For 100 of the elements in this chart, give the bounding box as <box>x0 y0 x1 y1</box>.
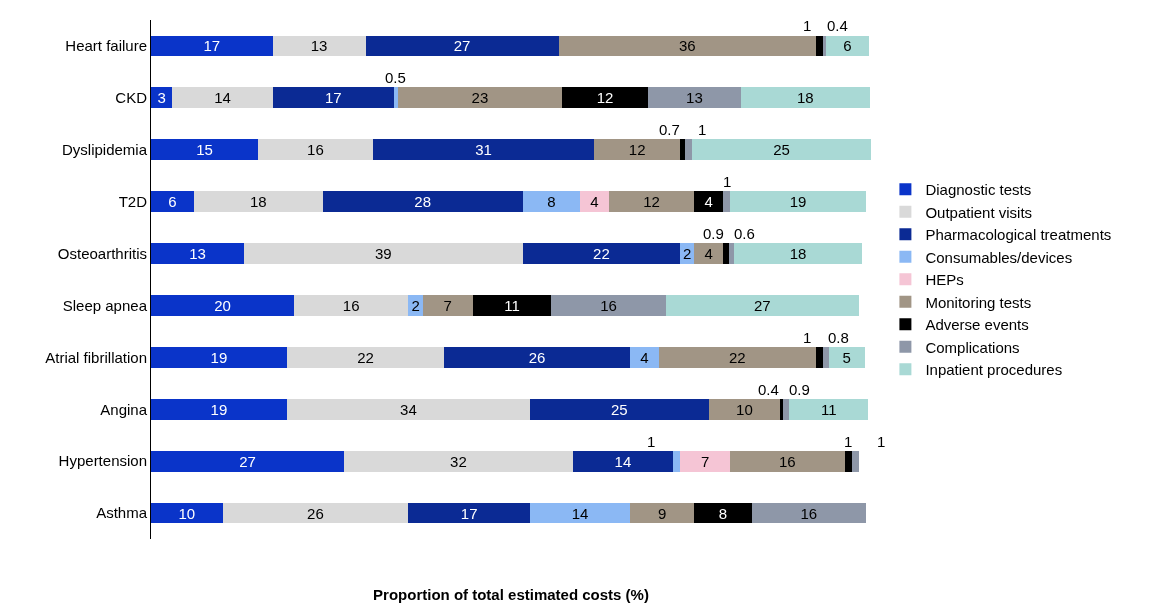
bar <box>733 243 863 264</box>
data-label: 19 <box>210 348 228 366</box>
bar <box>322 191 523 213</box>
data-label: 18 <box>796 89 814 107</box>
data-label: 11 <box>821 400 837 418</box>
bar <box>740 87 870 109</box>
bar <box>522 243 681 264</box>
data-label: 12 <box>628 141 646 159</box>
data-label: 28 <box>414 193 432 211</box>
bar <box>397 87 563 109</box>
bar <box>672 450 681 472</box>
bar <box>780 398 784 420</box>
data-label: 6 <box>843 37 852 55</box>
data-label: 12 <box>643 193 660 211</box>
bar <box>694 191 723 213</box>
bar <box>694 502 752 524</box>
y-tick-label: Osteoarthritis <box>57 244 147 262</box>
bar <box>730 191 866 213</box>
legend-label: HEPs <box>925 271 964 289</box>
y-tick-label: Sleep apnea <box>62 296 148 314</box>
data-label: 3 <box>157 89 166 107</box>
bar <box>665 295 859 316</box>
y-tick-label: Angina <box>100 400 148 418</box>
bar <box>730 450 845 472</box>
bar <box>685 139 693 161</box>
data-label: 18 <box>789 245 807 263</box>
data-label: 16 <box>600 296 617 314</box>
bar <box>823 346 829 368</box>
data-label: 0.4 <box>827 17 848 34</box>
bar <box>751 502 866 524</box>
data-label: 10 <box>736 400 753 418</box>
bar <box>658 346 816 368</box>
data-label: 12 <box>596 89 614 107</box>
bar <box>151 35 273 57</box>
bar <box>580 191 609 213</box>
bar <box>594 139 681 161</box>
bar <box>825 35 869 57</box>
bar <box>422 295 473 316</box>
legend-label: Complications <box>925 338 1020 356</box>
data-label: 0.6 <box>734 225 755 242</box>
bar <box>286 398 530 420</box>
legend-label: Consumables/devices <box>925 248 1073 266</box>
bar <box>394 87 398 109</box>
data-label: 8 <box>718 504 728 522</box>
data-label: 1 <box>647 433 656 450</box>
bar <box>572 450 673 472</box>
data-label: 31 <box>475 141 492 159</box>
data-label: 19 <box>210 400 228 418</box>
bar <box>408 502 530 524</box>
bar <box>344 450 573 472</box>
bar <box>172 87 273 109</box>
data-label: 26 <box>528 348 546 366</box>
y-tick-label: CKD <box>115 89 148 107</box>
bar <box>529 398 709 420</box>
bar <box>608 191 695 213</box>
data-label: 26 <box>307 504 324 522</box>
bar <box>243 243 523 264</box>
bar <box>708 398 781 420</box>
bar <box>365 35 559 57</box>
bar <box>789 398 869 420</box>
bar <box>272 35 366 57</box>
y-tick-label: Atrial fibrillation <box>45 348 147 366</box>
data-label: 17 <box>203 37 221 55</box>
data-label: 16 <box>342 296 360 314</box>
data-label: 22 <box>357 348 374 366</box>
bar <box>723 191 731 213</box>
bar <box>286 346 445 368</box>
data-label: 22 <box>593 245 610 263</box>
bar <box>723 243 730 264</box>
data-label: 1 <box>803 17 812 34</box>
y-tick-label: Dyslipidemia <box>61 141 148 158</box>
data-label: 1 <box>844 433 853 450</box>
data-label: 23 <box>471 89 489 107</box>
legend-label: Inpatient procedures <box>925 361 1063 379</box>
bar <box>647 87 741 109</box>
data-label: 9 <box>658 504 667 522</box>
legend-label: Adverse events <box>925 316 1029 334</box>
data-label: 4 <box>704 193 713 211</box>
data-label: 1 <box>698 121 707 138</box>
bar <box>828 346 865 368</box>
data-label: 39 <box>375 245 392 263</box>
legend-label: Pharmacological treatments <box>925 226 1112 244</box>
data-label: 17 <box>460 504 478 522</box>
data-label: 4 <box>704 245 713 263</box>
bar <box>551 295 666 316</box>
bar <box>630 346 659 368</box>
data-label: 2 <box>411 296 420 314</box>
data-label: 34 <box>400 400 417 418</box>
data-label: 0.5 <box>385 69 406 86</box>
data-label: 4 <box>640 348 649 366</box>
data-label: 4 <box>590 193 599 211</box>
y-tick-label: T2D <box>118 192 148 210</box>
bar <box>562 87 648 109</box>
bar <box>151 295 294 316</box>
bar <box>193 191 323 213</box>
bar <box>151 243 244 264</box>
data-label: 15 <box>196 141 213 159</box>
data-label: 7 <box>443 296 452 314</box>
data-label: 17 <box>324 89 342 107</box>
data-label: 20 <box>214 296 231 314</box>
